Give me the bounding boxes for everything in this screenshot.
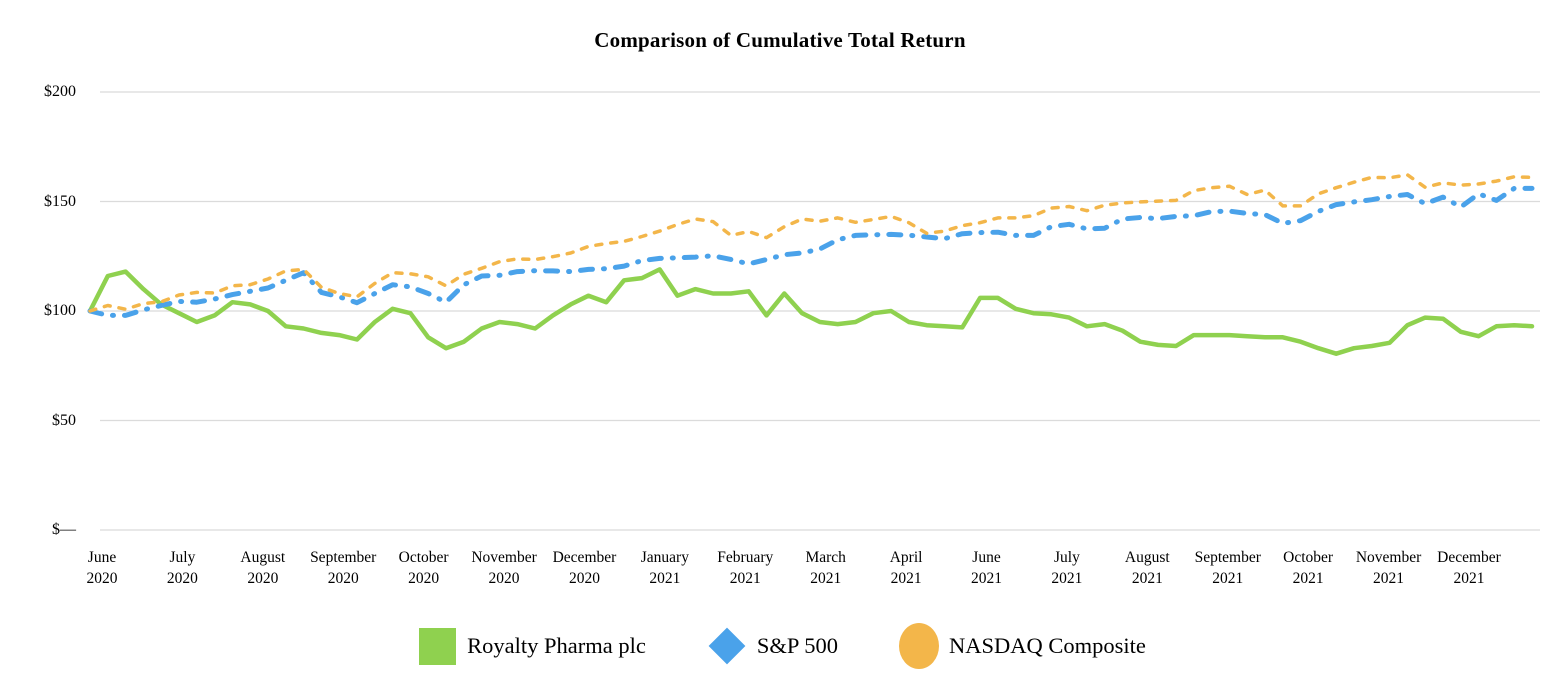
legend-item-royalty-pharma: Royalty Pharma plc — [414, 622, 646, 670]
legend-label: NASDAQ Composite — [948, 633, 1146, 658]
x-axis-tick-label: September 2020 — [310, 549, 377, 587]
series-line-royalty-pharma — [87, 267, 1535, 356]
series-line-nasdaq — [88, 173, 1534, 313]
y-axis-tick-label: $200 — [44, 83, 76, 100]
x-axis-tick-label: November 2020 — [471, 549, 537, 587]
x-axis-tick-label: July 2021 — [1051, 549, 1083, 587]
x-axis-tick-label: November 2021 — [1355, 549, 1422, 587]
legend-label: S&P 500 — [756, 633, 838, 658]
x-axis-tick-label: August 2020 — [240, 549, 286, 587]
y-axis-tick-label: $50 — [52, 411, 76, 429]
y-axis-tick-label: $— — [52, 521, 76, 538]
y-axis-tick-label: $100 — [44, 302, 76, 319]
y-axis-tick-label: $150 — [44, 192, 76, 210]
x-axis-tick-label: January 2021 — [640, 549, 689, 587]
x-axis-tick-label: June 2021 — [971, 549, 1002, 587]
legend-label: Royalty Pharma plc — [467, 633, 646, 658]
x-axis-tick-label: June 2020 — [86, 549, 118, 587]
legend-item-sp500: S&P 500 — [704, 622, 838, 670]
legend-item-nasdaq: NASDAQ Composite — [896, 622, 1146, 670]
nasdaq-circle-marker-icon — [898, 623, 939, 669]
x-axis-tick-label: December 2020 — [552, 549, 617, 587]
x-axis-tick-label: September 2021 — [1194, 549, 1261, 587]
x-axis-tick-label: October 2020 — [398, 549, 449, 587]
x-axis-tick-label: February 2021 — [717, 549, 774, 587]
x-axis-tick-label: July 2020 — [166, 549, 198, 587]
royalty-pharma-square-marker-icon — [418, 627, 456, 665]
series-line-sp500 — [87, 185, 1535, 318]
x-axis-tick-label: October 2021 — [1283, 549, 1334, 587]
legend: Royalty Pharma plc S&P 500 NASDAQ Compos… — [0, 622, 1560, 670]
x-axis-tick-label: March 2021 — [805, 549, 846, 587]
chart-title: Comparison of Cumulative Total Return — [594, 28, 966, 52]
x-axis-tick-label: August 2021 — [1124, 549, 1170, 587]
sp500-diamond-marker-icon — [708, 627, 746, 665]
x-axis-tick-label: December 2021 — [1437, 549, 1501, 587]
x-axis-tick-label: April 2021 — [889, 549, 923, 587]
